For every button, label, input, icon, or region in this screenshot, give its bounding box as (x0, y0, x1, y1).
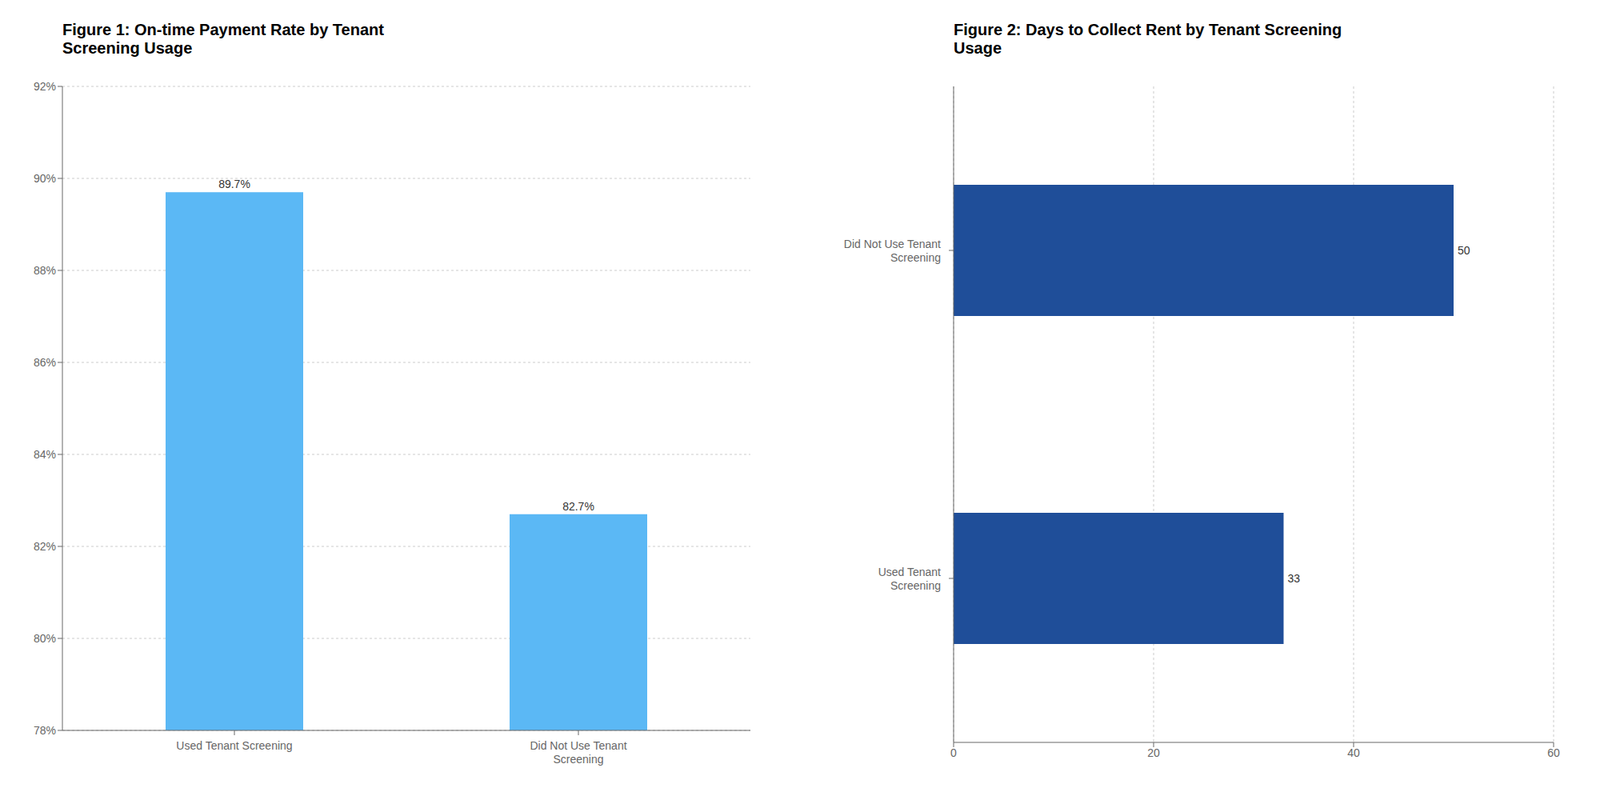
html-text:Figure 2: Days to Collect Rent: Figure 2: Days to Collect Rent by Tenant… (953, 20, 1342, 57)
svg-text:Used TenantScreening: Used TenantScreening (878, 565, 941, 592)
svg-text:50: 50 (1457, 244, 1471, 257)
svg-text:60: 60 (1547, 746, 1560, 760)
svg-text:89.7%: 89.7% (218, 177, 251, 191)
svg-text:88%: 88% (33, 264, 56, 277)
svg-text:20: 20 (1147, 746, 1160, 760)
svg-text:86%: 86% (33, 356, 56, 369)
svg-text:82%: 82% (33, 540, 56, 553)
svg-text:0: 0 (950, 746, 957, 760)
svg-text:Used Tenant Screening: Used Tenant Screening (176, 739, 292, 752)
svg-text:Did Not Use TenantScreening: Did Not Use TenantScreening (529, 739, 627, 766)
html-text:Figure 1: On-time Payment Rate: Figure 1: On-time Payment Rate by Tenant… (62, 20, 384, 57)
svg-text:40: 40 (1347, 746, 1360, 760)
svg-text:82.7%: 82.7% (562, 500, 595, 513)
svg-text:92%: 92% (33, 80, 56, 93)
svg-text:Did Not Use TenantScreening: Did Not Use TenantScreening (844, 237, 941, 264)
svg-text:90%: 90% (33, 172, 56, 185)
svg-text:84%: 84% (33, 448, 56, 461)
svg-text:80%: 80% (33, 632, 56, 645)
svg-text:78%: 78% (33, 724, 56, 737)
svg-text:33: 33 (1288, 572, 1301, 585)
